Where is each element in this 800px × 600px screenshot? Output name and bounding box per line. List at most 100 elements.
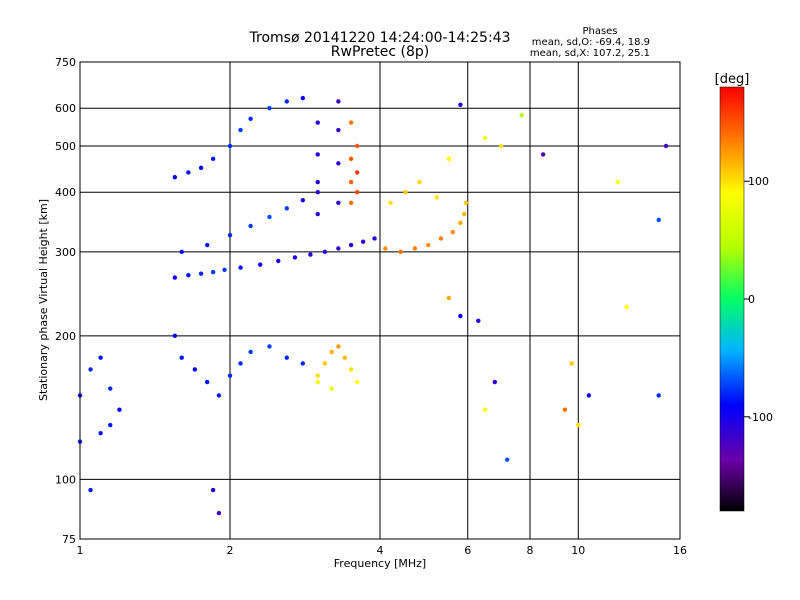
echo-point (360, 239, 366, 244)
info-line-2: mean, sd,X: 107.2, 25.1 (529, 48, 650, 59)
echo-point (108, 422, 113, 428)
echo-point (216, 393, 222, 398)
echo-point (315, 179, 320, 185)
echo-point (336, 127, 341, 133)
echo-point (348, 242, 354, 248)
x-tick-label: 2 (227, 544, 234, 557)
echo-point (284, 206, 289, 211)
chart-subtitle: RwPretec (8p) (330, 44, 430, 60)
echo-point (238, 265, 243, 270)
echo-point (663, 143, 669, 149)
echo-point (172, 275, 178, 280)
echo-point (192, 367, 198, 372)
echo-point (446, 156, 452, 162)
echo-point (504, 457, 510, 462)
echo-point (498, 143, 504, 149)
echo-point (227, 233, 233, 238)
info-line-1: mean, sd,O: -69.4, 18.9 (531, 37, 650, 48)
echo-point (354, 143, 360, 149)
y-tick-label: 600 (55, 102, 76, 115)
echo-point (186, 170, 191, 175)
colorbar-tick-label: 100 (748, 175, 769, 188)
echo-point (284, 355, 289, 360)
grid (80, 62, 680, 539)
y-tick-label: 400 (55, 186, 76, 199)
y-tick-label: 300 (55, 246, 76, 259)
echo-point (492, 379, 498, 385)
echo-point (98, 355, 103, 360)
echo-point (438, 236, 444, 241)
echo-point (210, 156, 216, 162)
echo-point (198, 271, 204, 276)
echo-point (248, 223, 253, 229)
echo-point (315, 152, 320, 157)
echo-point (179, 249, 184, 255)
echo-point (615, 179, 620, 185)
echo-point (300, 361, 306, 366)
echo-point (98, 430, 103, 436)
echo-point (88, 487, 93, 493)
echo-point (315, 190, 320, 195)
echo-point (348, 156, 354, 162)
echo-point (227, 143, 233, 149)
echo-point (300, 197, 306, 203)
echo-point (336, 246, 341, 251)
x-axis-ticks: 1 2 4 6 8 10 16 (77, 544, 688, 557)
echo-point (417, 179, 422, 185)
echo-point (227, 373, 233, 378)
y-axis-ticks: 75 100 200 300 400 500 600 750 (55, 56, 76, 546)
echo-point (461, 211, 467, 217)
y-tick-label: 750 (55, 56, 76, 69)
echo-point (342, 355, 348, 360)
y-tick-label: 500 (55, 140, 76, 153)
colorbar-ticks: 100 0 -100 (744, 175, 773, 424)
echo-point (210, 269, 216, 275)
echo-point (476, 318, 481, 324)
echo-point (267, 214, 272, 220)
echo-point (656, 393, 661, 398)
echo-point (458, 102, 463, 108)
echo-point (336, 161, 341, 166)
plot-frame (79, 61, 681, 540)
echo-point (300, 95, 306, 101)
echo-point (248, 116, 253, 122)
echo-point (210, 487, 216, 493)
echo-point (348, 120, 354, 125)
echo-point (267, 344, 272, 349)
echo-point (388, 200, 393, 206)
echo-point (284, 99, 289, 104)
x-axis-label: Frequency [MHz] (334, 557, 426, 570)
echo-point (562, 407, 568, 412)
echo-point (403, 190, 408, 195)
echo-point (315, 379, 320, 385)
echo-point (624, 304, 629, 310)
echo-point (292, 255, 298, 260)
echo-point (248, 349, 253, 355)
echo-point (336, 344, 341, 349)
echo-point (172, 175, 178, 180)
echo-point (315, 120, 320, 125)
echo-point (656, 217, 661, 223)
echo-point (204, 379, 210, 385)
echo-point (216, 510, 222, 516)
echo-point (576, 422, 581, 428)
x-tick-label: 8 (527, 544, 534, 557)
echo-point (276, 258, 281, 264)
echo-point (354, 190, 360, 195)
echo-point (482, 135, 488, 141)
echo-point (348, 200, 354, 206)
echo-point (540, 152, 546, 157)
echo-point (354, 379, 360, 385)
echo-point (204, 242, 210, 248)
echo-point (450, 229, 456, 235)
echo-point (172, 333, 178, 339)
echo-point (258, 262, 263, 267)
echo-point (426, 242, 431, 248)
echo-point (586, 393, 592, 398)
echo-point (458, 313, 463, 319)
echo-point (222, 267, 227, 273)
echo-point (398, 249, 403, 255)
echo-point (315, 373, 320, 378)
y-tick-label: 75 (62, 533, 76, 546)
